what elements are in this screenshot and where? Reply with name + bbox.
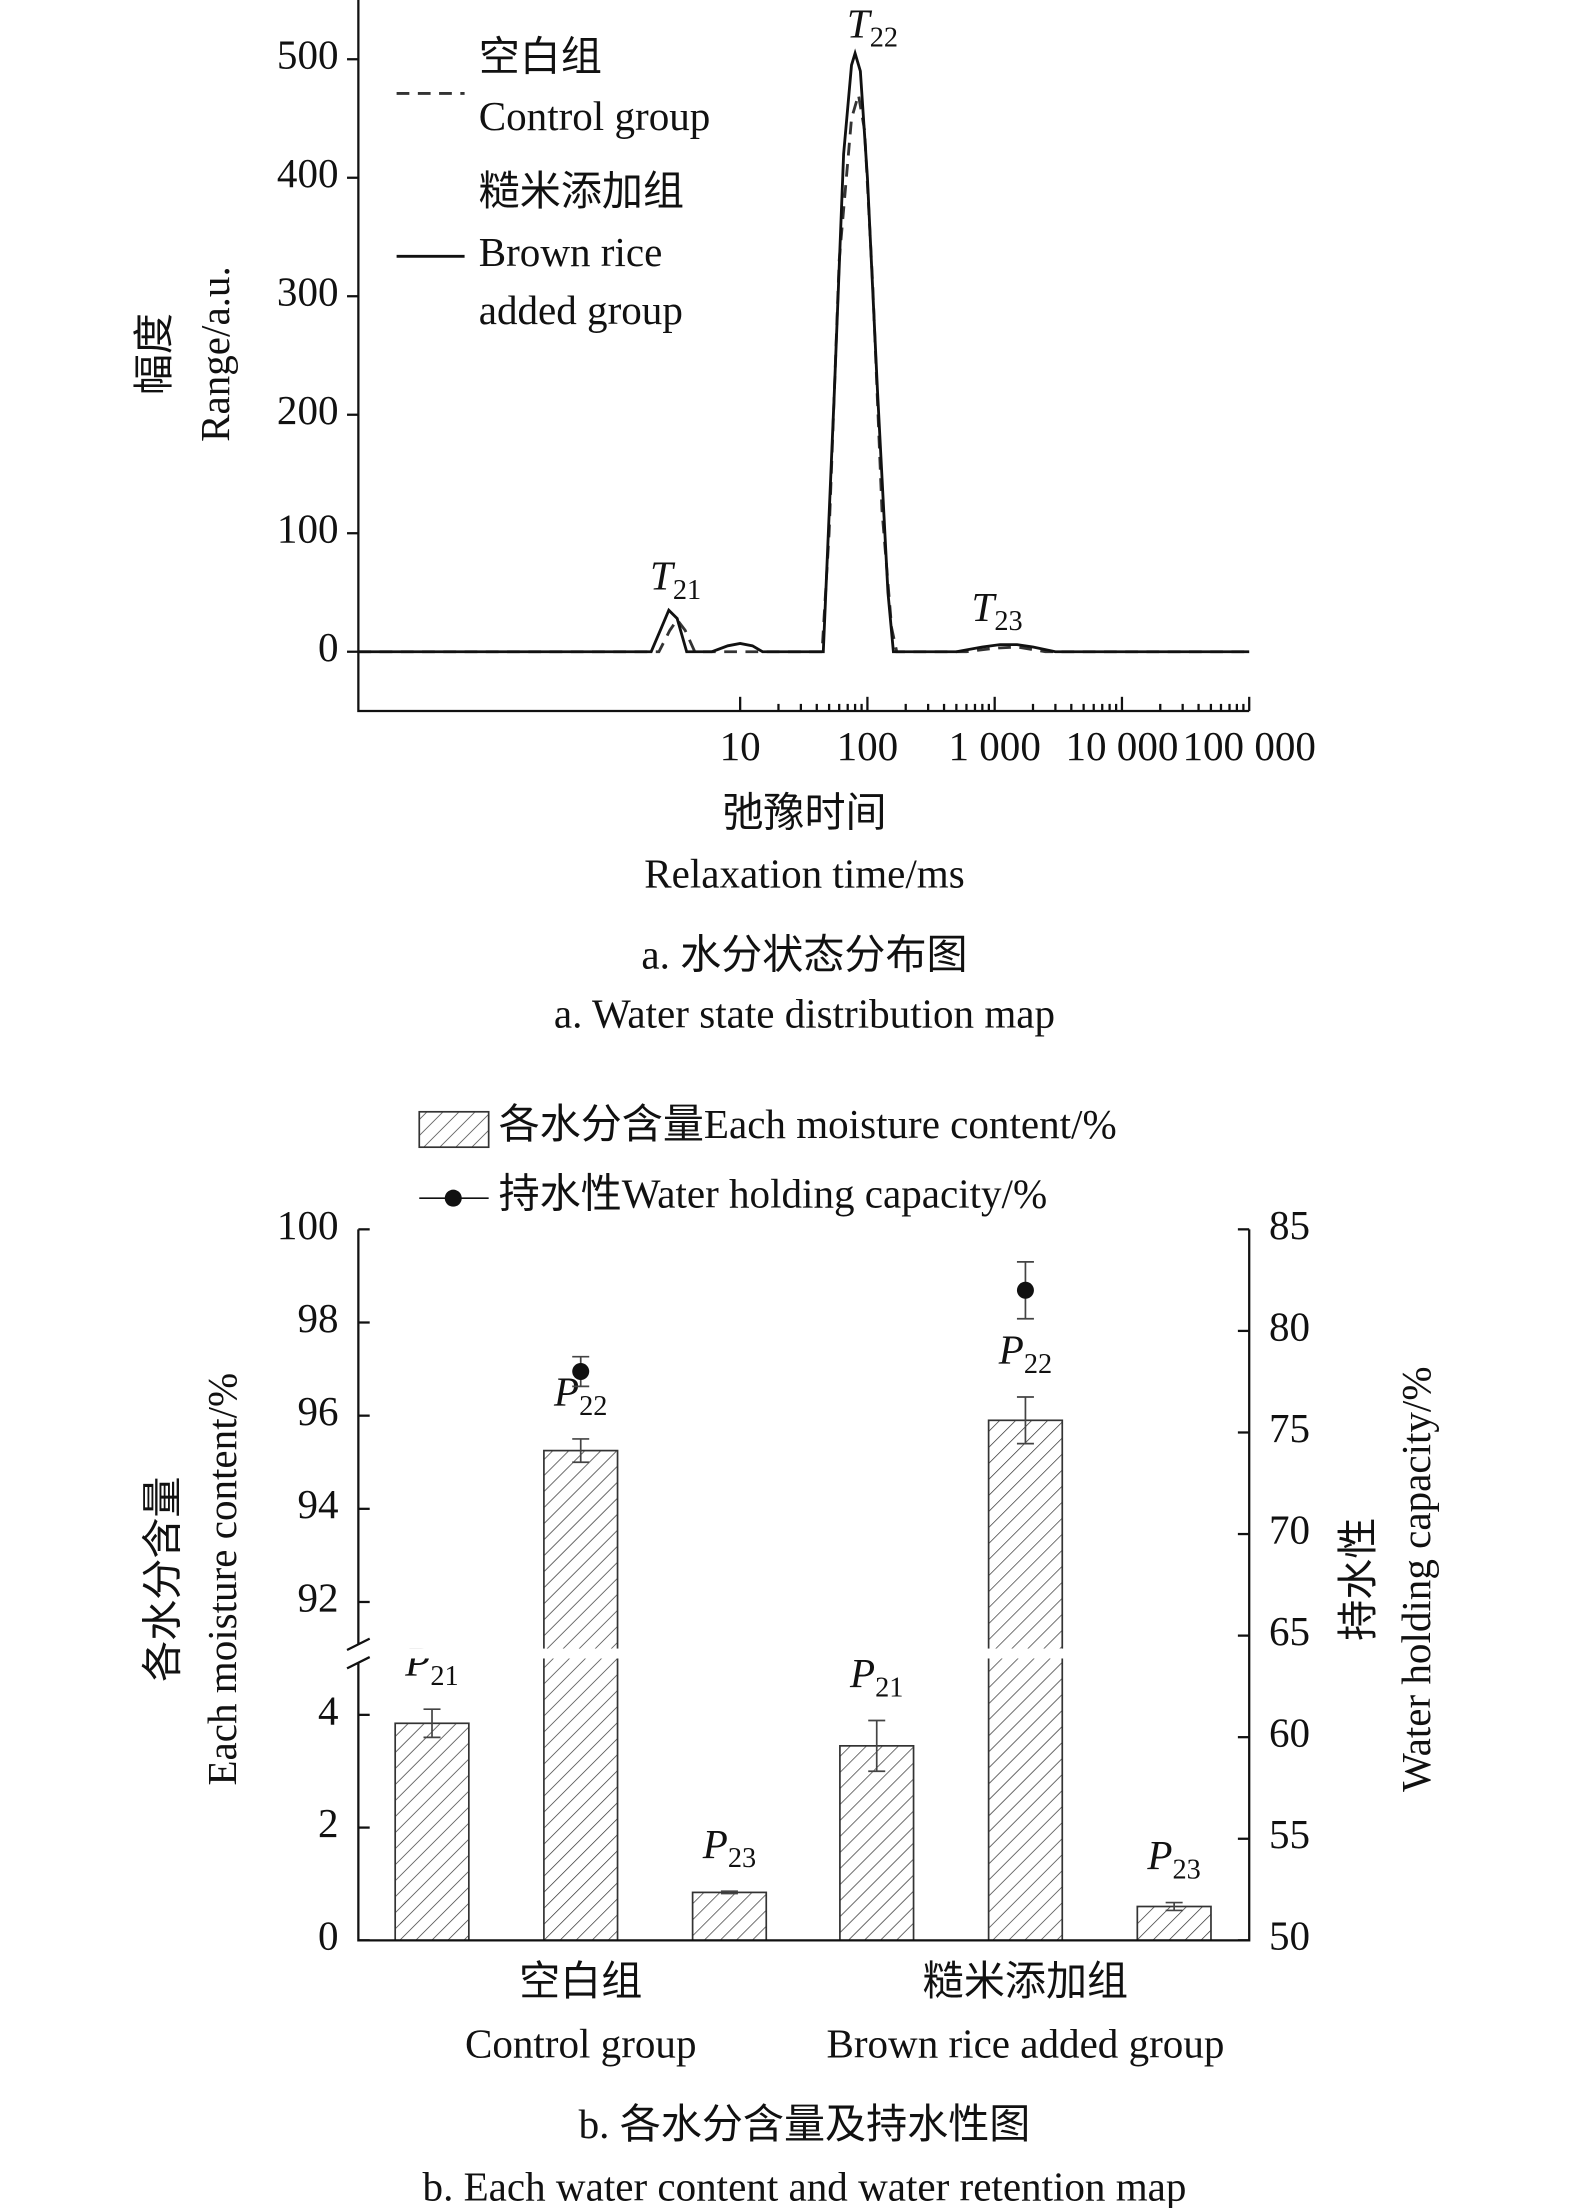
- error-bar: [1016, 1396, 1034, 1445]
- annotation-letter: T: [972, 584, 998, 630]
- y-tick-label: 96: [297, 1388, 338, 1434]
- bar: [987, 1419, 1064, 1942]
- y2-tick-label: 60: [1269, 1710, 1310, 1756]
- error-bar: [1165, 1901, 1183, 1912]
- y2-axis-label: Water holding capacity/%: [1393, 1366, 1439, 1791]
- legend-label: 持水性Water holding capacity/%: [499, 1171, 1048, 1217]
- x-tick-label: Control group: [465, 2020, 697, 2066]
- x-tick-label: 100 000: [1182, 723, 1315, 769]
- x-tick-label: 10: [720, 723, 761, 769]
- x-tick-label: 糙米添加组: [923, 1958, 1128, 2004]
- y-tick-label: 0: [318, 624, 339, 670]
- y-axis-label: 幅度: [131, 313, 177, 395]
- annotation-sub: 22: [870, 22, 898, 53]
- annotation-sub: 23: [728, 1843, 756, 1874]
- y2-tick-label: 70: [1269, 1506, 1310, 1552]
- bar: [691, 1891, 768, 1942]
- y-tick-label: 100: [277, 506, 339, 552]
- x-tick-label: 10 000: [1065, 723, 1178, 769]
- y2-tick-label: 75: [1269, 1405, 1310, 1451]
- annotation: P22: [998, 1327, 1052, 1379]
- annotation-letter: P: [404, 1639, 430, 1685]
- legend-label: 各水分含量Each moisture content/%: [499, 1101, 1117, 1147]
- axis-line: [357, 0, 1250, 713]
- legend-swatch: [418, 1110, 490, 1149]
- annotation-sub: 22: [1024, 1348, 1052, 1379]
- error-bar: [572, 1438, 590, 1464]
- y2-axis-label: 持水性: [1335, 1518, 1381, 1641]
- x-tick-label: Brown rice added group: [826, 2020, 1224, 2066]
- y-tick-label: 500: [277, 32, 339, 78]
- annotation: T21: [650, 553, 701, 605]
- legend-swatch: [444, 1189, 462, 1207]
- legend-label: 糙米添加组: [479, 168, 684, 214]
- bar: [394, 1722, 470, 1942]
- y2-tick-label: 55: [1269, 1811, 1310, 1857]
- axis-break: [359, 1648, 1248, 1659]
- annotation-sub: 21: [430, 1661, 458, 1692]
- y-axis-label: Each moisture content/%: [199, 1373, 245, 1786]
- x-axis-label: Relaxation time/ms: [644, 851, 964, 897]
- caption: a. 水分状态分布图: [641, 931, 967, 977]
- caption: b. Each water content and water retentio…: [423, 2163, 1187, 2208]
- y-tick-label: 4: [318, 1687, 339, 1733]
- point: [1016, 1281, 1034, 1299]
- bar: [1136, 1905, 1212, 1942]
- annotation: P23: [1146, 1832, 1200, 1884]
- y-tick-label: 0: [318, 1913, 339, 1959]
- y2-tick-label: 65: [1269, 1608, 1310, 1654]
- y-tick-label: 300: [277, 269, 339, 315]
- y-axis-label: 各水分含量: [140, 1477, 186, 1682]
- x-tick-label: 空白组: [519, 1958, 642, 2004]
- x-axis-label: 弛豫时间: [722, 790, 886, 836]
- annotation-sub: 23: [1173, 1854, 1201, 1885]
- axis-line: [357, 1229, 1251, 1942]
- y-axis-label: Range/a.u.: [192, 266, 238, 442]
- y2-tick-label: 80: [1269, 1303, 1310, 1349]
- y-tick-label: 200: [277, 387, 339, 433]
- y-tick-label: 100: [277, 1202, 339, 1248]
- axis-break-mark: [346, 1637, 371, 1670]
- y-tick-label: 400: [277, 150, 339, 196]
- x-tick-label: 1 000: [948, 723, 1040, 769]
- y-tick-label: 2: [318, 1800, 339, 1846]
- y-tick-label: 94: [297, 1481, 338, 1527]
- legend-label: Control group: [479, 93, 711, 139]
- x-tick-label: 100: [837, 723, 899, 769]
- y2-tick-label: 85: [1269, 1202, 1310, 1248]
- legend-label: Brown rice: [479, 229, 663, 275]
- error-bar: [720, 1890, 738, 1895]
- annotation-sub: 21: [875, 1672, 903, 1703]
- caption: b. 各水分含量及持水性图: [579, 2101, 1031, 2147]
- bar: [543, 1449, 619, 1942]
- annotation-letter: P: [1146, 1832, 1172, 1878]
- annotation-sub: 22: [579, 1390, 607, 1421]
- point: [572, 1363, 590, 1381]
- error-bar: [868, 1719, 886, 1773]
- caption: a. Water state distribution map: [554, 991, 1055, 1037]
- annotation-letter: T: [650, 553, 676, 599]
- annotation: T22: [847, 1, 898, 53]
- annotation-sub: 21: [673, 575, 701, 606]
- legend-label: 空白组: [479, 33, 602, 79]
- annotation-letter: T: [847, 1, 873, 47]
- annotation: P21: [404, 1639, 458, 1691]
- annotation-letter: P: [998, 1327, 1024, 1373]
- y-tick-label: 92: [297, 1574, 338, 1620]
- legend-label: added group: [479, 287, 683, 333]
- y-tick-label: 98: [297, 1295, 338, 1341]
- error-bar: [423, 1708, 441, 1739]
- bar: [839, 1744, 915, 1942]
- annotation: T23: [972, 584, 1023, 636]
- annotation: P23: [702, 1821, 756, 1873]
- y2-tick-label: 50: [1269, 1913, 1310, 1959]
- annotation-letter: P: [702, 1821, 728, 1867]
- annotation-sub: 23: [994, 606, 1022, 637]
- line-series: [358, 48, 1250, 654]
